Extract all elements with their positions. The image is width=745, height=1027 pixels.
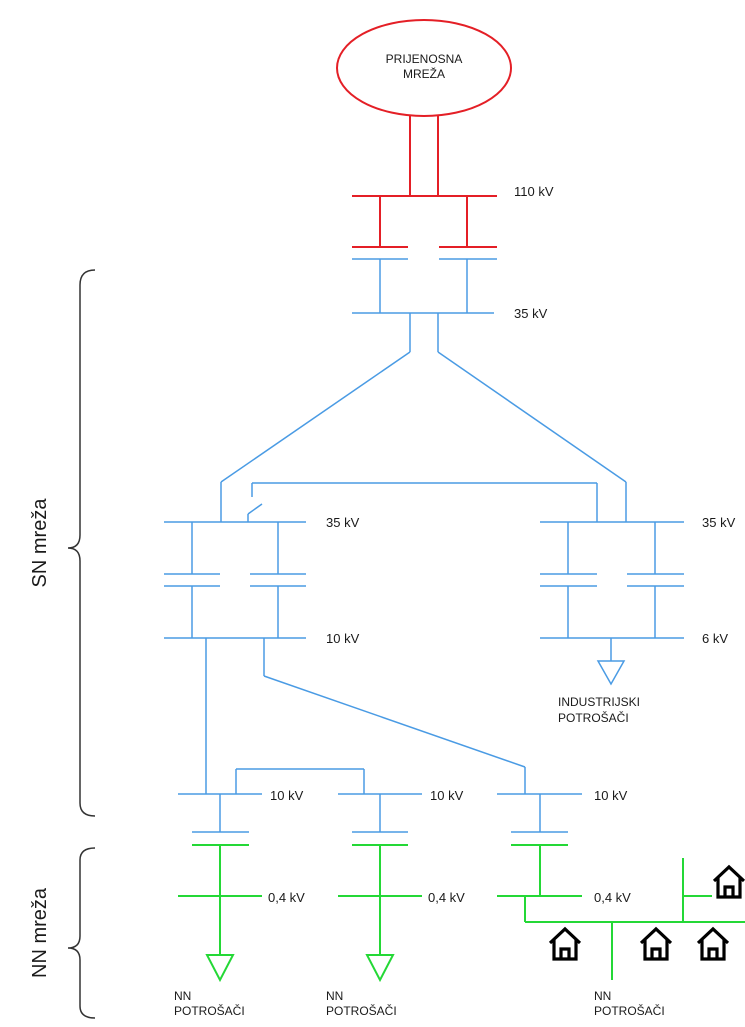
transmission-network-label-line1: PRIJENOSNA: [386, 52, 463, 66]
voltage-label-04kv-sub3: 0,4 kV: [594, 890, 631, 905]
voltage-label-110kv: 110 kV: [514, 184, 554, 199]
industrial-load-triangle-icon: [596, 660, 626, 686]
substation-10-04kv-2: [338, 793, 422, 983]
sn-network-brace: [67, 269, 96, 817]
voltage-label-6kv: 6 kV: [702, 631, 728, 646]
transmission-network-label-line2: MREŽA: [403, 66, 445, 81]
voltage-label-04kv-sub1: 0,4 kV: [268, 890, 305, 905]
substation-35-10kv: [164, 521, 306, 639]
nn-consumers-3-label-line1: NN: [594, 989, 611, 1003]
nn-network-brace: [67, 847, 96, 1019]
house-icon: [712, 865, 745, 899]
feeders-10kv: [205, 638, 526, 794]
nn-load-2-triangle-icon: [365, 954, 395, 983]
voltage-label-35kv-right: 35 kV: [702, 515, 736, 530]
voltage-label-04kv-sub2: 0,4 kV: [428, 890, 465, 905]
industrial-consumers-label-line2: POTROŠAČI: [558, 710, 629, 725]
voltage-label-10kv-sub1: 10 kV: [270, 788, 304, 803]
transmission-network-node: [336, 19, 512, 117]
nn-consumers-2-label-line2: POTROŠAČI: [326, 1003, 397, 1018]
voltage-label-35kv-left: 35 kV: [326, 515, 360, 530]
voltage-label-35kv-top: 35 kV: [514, 306, 548, 321]
nn-load-1-triangle-icon: [205, 954, 235, 983]
transformers-110-35kv: [352, 258, 497, 313]
house-icon: [696, 927, 730, 961]
nn-consumers-2-label-line1: NN: [326, 989, 343, 1003]
substation-10-04kv-1: [178, 793, 262, 983]
feeders-35kv: [220, 313, 627, 522]
house-icon: [548, 927, 582, 961]
busbar-110kv: [352, 116, 497, 248]
voltage-label-10kv-left: 10 kV: [326, 631, 360, 646]
voltage-label-10kv-sub2: 10 kV: [430, 788, 464, 803]
nn-consumers-1-label-line2: POTROŠAČI: [174, 1003, 245, 1018]
nn-consumers-1-label-line1: NN: [174, 989, 191, 1003]
substation-35-6kv: [540, 521, 684, 661]
industrial-consumers-label-line1: INDUSTRIJSKI: [558, 695, 640, 709]
sn-network-label: SN mreža: [29, 498, 51, 588]
house-icon: [639, 927, 673, 961]
substation-10-04kv-3: [497, 793, 745, 980]
voltage-label-10kv-sub3: 10 kV: [594, 788, 628, 803]
nn-network-label: NN mreža: [29, 887, 51, 978]
nn-consumers-3-label-line2: POTROŠAČI: [594, 1003, 665, 1018]
